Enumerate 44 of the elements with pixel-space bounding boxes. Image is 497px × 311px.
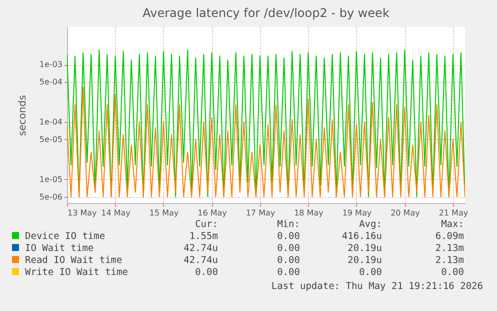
- text: 6.09m: [434, 230, 464, 242]
- legend-label: Write IO Wait time: [24, 266, 129, 278]
- x-tick-label: 13 May: [68, 208, 98, 218]
- text: 0.00: [276, 230, 300, 242]
- y-tick-label: 1e-04: [39, 118, 62, 127]
- legend-label: IO Wait time: [24, 242, 95, 254]
- text: 0.00: [358, 266, 382, 278]
- text: Min:: [276, 218, 300, 230]
- text: 0.00: [276, 242, 300, 254]
- text: 2.13m: [434, 254, 464, 266]
- text: 416.16u: [340, 230, 382, 242]
- chart-title: Average latency for /dev/loop2 - by week: [142, 6, 390, 20]
- y-tick-label: 1e-03: [39, 60, 62, 70]
- text: 20.19u: [346, 242, 382, 254]
- line-series: [67, 49, 465, 198]
- legend-label: Device IO time: [24, 230, 106, 242]
- x-tick-label: 20 May: [390, 208, 420, 218]
- legend-label: Read IO Wait time: [24, 254, 124, 266]
- x-tick-label: 14 May: [101, 208, 131, 218]
- text: 0.00: [440, 266, 464, 278]
- x-tick-label: 21 May: [438, 208, 468, 218]
- y-tick-label: 1e-05: [39, 174, 62, 184]
- text: 20.19u: [346, 254, 382, 266]
- text: Avg:: [358, 218, 382, 230]
- x-tick-label: 18 May: [294, 208, 324, 218]
- y-tick-label: 5e-04: [39, 77, 62, 86]
- text: 42.74u: [182, 254, 218, 266]
- text: 1.55m: [188, 230, 218, 242]
- text: Max:: [440, 218, 464, 230]
- text: 2.13m: [434, 242, 464, 254]
- text: 42.74u: [182, 242, 218, 254]
- y-tick-label: 5e-05: [39, 134, 62, 144]
- text: Cur:: [194, 218, 218, 230]
- y-axis-title: seconds: [17, 95, 28, 136]
- x-tick-label: 16 May: [198, 208, 228, 218]
- x-tick-label: 17 May: [246, 208, 276, 218]
- x-tick-label: 19 May: [342, 208, 372, 218]
- x-tick-label: 15 May: [149, 208, 179, 218]
- text: 0.00: [194, 266, 218, 278]
- text: 0.00: [276, 254, 300, 266]
- line-series: [67, 86, 465, 198]
- text: Last update: Thu May 21 19:21:16 2026: [271, 281, 483, 292]
- y-tick-label: 5e-06: [39, 192, 62, 202]
- text: 0.00: [276, 266, 300, 278]
